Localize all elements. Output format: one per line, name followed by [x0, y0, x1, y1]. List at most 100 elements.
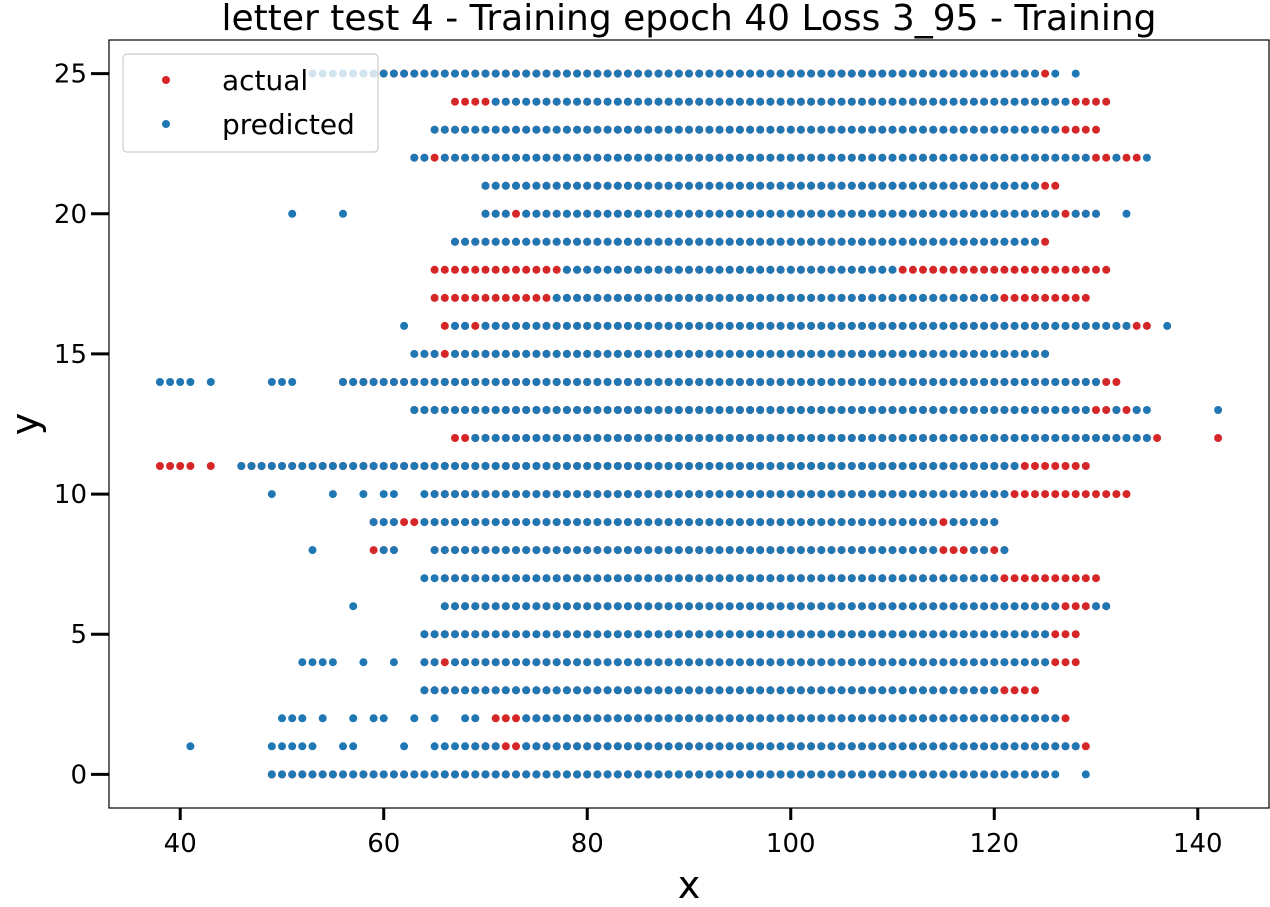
point-predicted	[552, 97, 561, 106]
point-predicted	[298, 714, 307, 723]
point-predicted	[1010, 714, 1019, 723]
point-predicted	[542, 574, 551, 583]
point-predicted	[461, 490, 470, 499]
point-actual	[1102, 97, 1111, 106]
point-predicted	[471, 630, 480, 639]
point-predicted	[929, 574, 938, 583]
point-predicted	[440, 69, 449, 78]
point-actual	[522, 293, 531, 302]
point-predicted	[756, 518, 765, 527]
point-predicted	[1020, 602, 1029, 611]
point-predicted	[562, 434, 571, 442]
point-actual	[990, 265, 999, 274]
point-actual	[491, 293, 500, 302]
point-predicted	[939, 630, 948, 639]
point-predicted	[623, 321, 632, 330]
point-predicted	[491, 406, 500, 414]
point-predicted	[562, 658, 571, 667]
point-predicted	[593, 574, 602, 583]
point-predicted	[847, 321, 856, 330]
point-predicted	[919, 125, 927, 134]
point-predicted	[552, 658, 561, 667]
point-predicted	[980, 321, 989, 330]
point-predicted	[593, 97, 602, 106]
point-actual	[542, 293, 551, 302]
point-actual	[1020, 265, 1029, 274]
point-predicted	[868, 490, 877, 499]
point-predicted	[440, 546, 449, 555]
point-predicted	[512, 658, 520, 667]
point-actual	[1031, 293, 1039, 302]
point-predicted	[623, 293, 632, 302]
point-actual	[430, 265, 439, 274]
point-predicted	[420, 686, 429, 695]
point-predicted	[512, 97, 520, 106]
point-predicted	[471, 378, 480, 386]
point-predicted	[990, 574, 999, 583]
point-predicted	[522, 97, 531, 106]
point-predicted	[949, 293, 958, 302]
point-predicted	[858, 742, 866, 751]
point-predicted	[501, 153, 510, 162]
point-predicted	[552, 546, 561, 555]
point-predicted	[1010, 237, 1019, 246]
point-predicted	[349, 714, 358, 723]
point-predicted	[705, 378, 714, 386]
point-actual	[1092, 125, 1100, 134]
point-predicted	[766, 69, 775, 78]
point-actual	[990, 546, 999, 555]
point-predicted	[929, 349, 938, 358]
point-predicted	[898, 349, 907, 358]
point-predicted	[746, 770, 755, 779]
point-predicted	[379, 714, 388, 723]
point-predicted	[847, 574, 856, 583]
point-predicted	[593, 153, 602, 162]
x-axis-label: x	[678, 863, 701, 907]
point-predicted	[613, 714, 622, 723]
point-predicted	[756, 686, 765, 695]
point-predicted	[949, 630, 958, 639]
point-actual	[1061, 658, 1070, 667]
point-actual	[980, 265, 989, 274]
point-predicted	[837, 770, 846, 779]
point-predicted	[807, 153, 816, 162]
point-predicted	[603, 546, 612, 555]
point-predicted	[847, 293, 856, 302]
point-predicted	[858, 321, 866, 330]
point-predicted	[1061, 321, 1070, 330]
point-predicted	[288, 462, 297, 470]
point-predicted	[1010, 434, 1019, 442]
point-predicted	[837, 406, 846, 414]
point-predicted	[247, 462, 256, 470]
point-predicted	[562, 69, 571, 78]
point-predicted	[532, 69, 541, 78]
point-predicted	[1092, 434, 1100, 442]
point-predicted	[980, 714, 989, 723]
point-predicted	[501, 602, 510, 611]
point-predicted	[562, 293, 571, 302]
point-predicted	[827, 490, 836, 499]
point-predicted	[481, 406, 490, 414]
point-actual	[501, 742, 510, 751]
point-predicted	[451, 490, 459, 499]
point-predicted	[858, 181, 866, 190]
point-predicted	[776, 153, 785, 162]
point-predicted	[562, 518, 571, 527]
point-predicted	[1020, 378, 1029, 386]
point-predicted	[552, 518, 561, 527]
point-predicted	[735, 181, 744, 190]
point-predicted	[634, 462, 643, 470]
point-predicted	[695, 349, 704, 358]
point-predicted	[847, 462, 856, 470]
point-predicted	[847, 349, 856, 358]
point-predicted	[868, 462, 877, 470]
point-predicted	[522, 714, 531, 723]
point-predicted	[522, 378, 531, 386]
point-predicted	[685, 574, 693, 583]
point-predicted	[440, 770, 449, 779]
point-actual	[176, 462, 185, 470]
point-predicted	[654, 630, 663, 639]
point-predicted	[674, 742, 683, 751]
point-predicted	[695, 518, 704, 527]
point-predicted	[746, 434, 755, 442]
